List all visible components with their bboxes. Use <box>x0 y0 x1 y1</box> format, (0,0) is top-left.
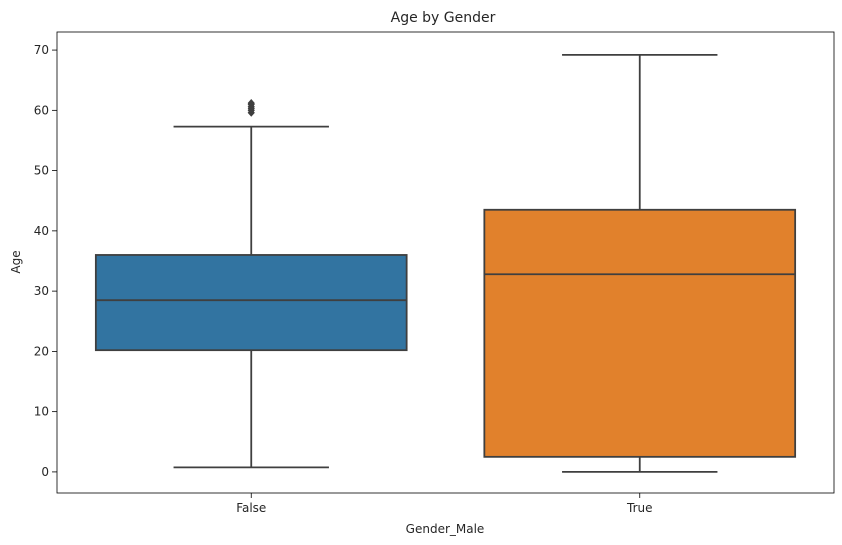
y-tick-label: 50 <box>34 164 49 178</box>
y-tick-label: 10 <box>34 405 49 419</box>
y-axis: 0 10 20 30 40 50 60 70 <box>34 43 57 479</box>
outlier-point <box>247 99 255 108</box>
y-tick-label: 20 <box>34 344 49 358</box>
box-group-true <box>483 53 797 473</box>
plot-frame <box>56 31 835 494</box>
y-tick-label: 60 <box>34 103 49 117</box>
y-axis-label: Age <box>9 250 23 273</box>
x-axis-label: Gender_Male <box>406 522 485 536</box>
y-tick-label: 40 <box>34 224 49 238</box>
y-tick-label: 30 <box>34 284 49 298</box>
x-axis: False True <box>236 493 653 515</box>
y-tick-label: 0 <box>41 465 49 479</box>
y-tick-label: 70 <box>34 43 49 57</box>
plot-area <box>94 53 797 473</box>
iqr-box <box>94 254 408 352</box>
x-tick-label: False <box>236 501 266 515</box>
chart-title: Age by Gender <box>391 10 496 26</box>
x-tick-label: True <box>626 501 653 515</box>
iqr-box <box>483 208 797 458</box>
box-group-false <box>94 99 408 469</box>
